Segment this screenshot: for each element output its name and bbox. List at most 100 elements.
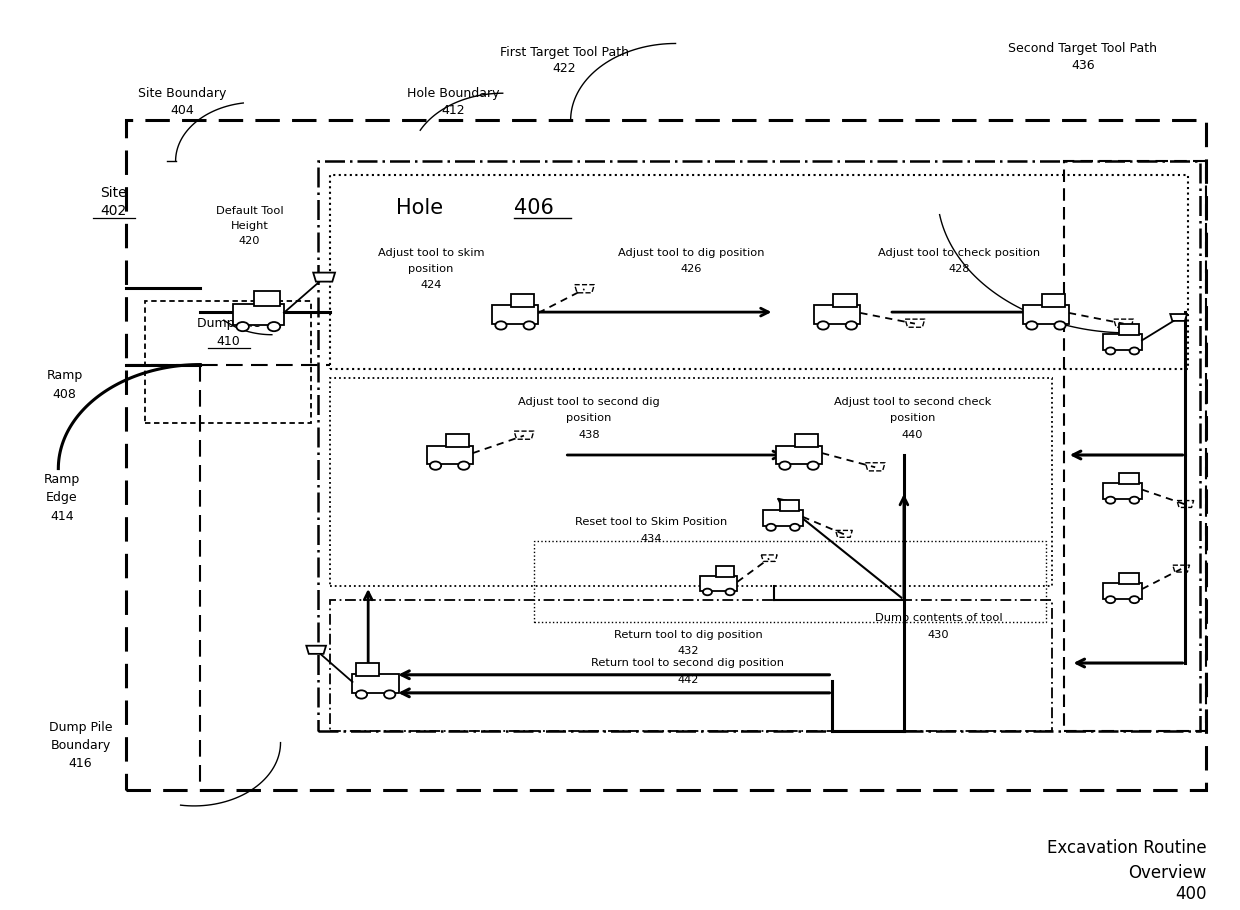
Bar xyxy=(780,501,800,511)
Text: Ramp: Ramp xyxy=(43,473,81,486)
Circle shape xyxy=(1130,497,1140,504)
Text: 404: 404 xyxy=(170,104,193,116)
Text: position: position xyxy=(567,413,611,423)
Text: Site Boundary: Site Boundary xyxy=(138,87,226,100)
Bar xyxy=(764,511,802,526)
Text: 426: 426 xyxy=(681,264,702,274)
Circle shape xyxy=(458,461,470,470)
Text: Adjust tool to skim: Adjust tool to skim xyxy=(378,248,485,258)
Bar xyxy=(1102,582,1142,599)
Polygon shape xyxy=(314,273,335,281)
Circle shape xyxy=(237,322,249,331)
Text: Second Target Tool Path: Second Target Tool Path xyxy=(1008,42,1157,56)
Bar xyxy=(715,566,734,577)
Text: Return tool to dig position: Return tool to dig position xyxy=(614,630,763,640)
Text: 428: 428 xyxy=(949,264,970,274)
Text: Dump contents of tool: Dump contents of tool xyxy=(874,613,1002,623)
Text: 410: 410 xyxy=(217,335,241,349)
Bar xyxy=(795,434,818,447)
Bar xyxy=(815,306,861,324)
Circle shape xyxy=(1106,348,1115,355)
Text: Dump Pile: Dump Pile xyxy=(48,721,113,733)
Text: Hole Boundary: Hole Boundary xyxy=(407,87,500,100)
Bar xyxy=(1102,483,1142,500)
Text: 440: 440 xyxy=(901,430,924,440)
Text: Return tool to second dig position: Return tool to second dig position xyxy=(591,659,785,669)
Text: 436: 436 xyxy=(1071,58,1095,72)
Circle shape xyxy=(495,321,507,329)
Text: 400: 400 xyxy=(1174,885,1207,903)
Text: Reset tool to Skim Position: Reset tool to Skim Position xyxy=(574,518,727,528)
Circle shape xyxy=(779,461,791,470)
Bar xyxy=(1023,306,1069,324)
Text: 434: 434 xyxy=(640,533,662,543)
Bar xyxy=(1120,473,1138,484)
Bar xyxy=(511,294,534,307)
Text: 432: 432 xyxy=(677,646,698,656)
Text: 442: 442 xyxy=(677,674,698,684)
Text: Site: Site xyxy=(100,186,128,200)
Bar xyxy=(1102,334,1142,350)
Text: Overview: Overview xyxy=(1128,864,1207,882)
Text: Height: Height xyxy=(231,221,269,231)
Bar xyxy=(701,576,738,591)
Circle shape xyxy=(846,321,857,329)
Text: 402: 402 xyxy=(100,204,126,218)
Circle shape xyxy=(1027,321,1038,329)
Bar xyxy=(356,662,379,676)
Text: Adjust tool to second check: Adjust tool to second check xyxy=(833,397,991,407)
Text: Boundary: Boundary xyxy=(51,739,110,752)
Circle shape xyxy=(817,321,828,329)
Circle shape xyxy=(1106,497,1115,504)
Text: Excavation Routine: Excavation Routine xyxy=(1047,840,1207,857)
Text: 414: 414 xyxy=(50,510,74,523)
Text: Dump Pile: Dump Pile xyxy=(197,318,260,330)
Bar xyxy=(1042,294,1065,307)
Text: Adjust tool to check position: Adjust tool to check position xyxy=(878,248,1040,258)
Text: position: position xyxy=(408,264,454,274)
Text: 406: 406 xyxy=(513,198,554,218)
Bar xyxy=(833,294,857,307)
Circle shape xyxy=(356,691,367,699)
Bar xyxy=(1120,324,1138,335)
Text: Adjust tool to dig position: Adjust tool to dig position xyxy=(619,248,765,258)
FancyBboxPatch shape xyxy=(145,301,311,423)
Text: 408: 408 xyxy=(52,388,77,400)
Circle shape xyxy=(430,461,441,470)
Bar xyxy=(1120,572,1138,584)
Text: Adjust tool to second dig: Adjust tool to second dig xyxy=(518,397,660,407)
Bar xyxy=(776,446,822,464)
Circle shape xyxy=(766,524,776,531)
Text: 420: 420 xyxy=(239,236,260,246)
Bar xyxy=(446,434,469,447)
Bar xyxy=(492,306,538,324)
Text: Default Tool: Default Tool xyxy=(216,207,284,217)
Bar xyxy=(254,291,280,306)
Text: 424: 424 xyxy=(420,280,441,290)
Text: Edge: Edge xyxy=(46,490,78,504)
Polygon shape xyxy=(306,646,326,654)
Circle shape xyxy=(268,322,280,331)
Circle shape xyxy=(1054,321,1065,329)
Text: Ramp: Ramp xyxy=(46,369,83,381)
Circle shape xyxy=(790,524,800,531)
Bar xyxy=(427,446,472,464)
Text: First Target Tool Path: First Target Tool Path xyxy=(500,46,629,59)
Bar xyxy=(352,674,399,693)
Circle shape xyxy=(384,691,396,699)
Circle shape xyxy=(725,589,734,595)
Polygon shape xyxy=(1171,314,1187,321)
Circle shape xyxy=(1106,596,1115,603)
Circle shape xyxy=(1130,596,1140,603)
Circle shape xyxy=(807,461,818,470)
Text: Hole: Hole xyxy=(396,198,450,218)
Bar xyxy=(233,304,284,325)
Text: 422: 422 xyxy=(553,62,577,76)
Text: 412: 412 xyxy=(441,104,465,116)
Text: 416: 416 xyxy=(68,757,92,770)
Circle shape xyxy=(523,321,534,329)
Circle shape xyxy=(1130,348,1140,355)
Text: 438: 438 xyxy=(578,430,600,440)
Circle shape xyxy=(703,589,712,595)
Text: 430: 430 xyxy=(928,630,950,640)
